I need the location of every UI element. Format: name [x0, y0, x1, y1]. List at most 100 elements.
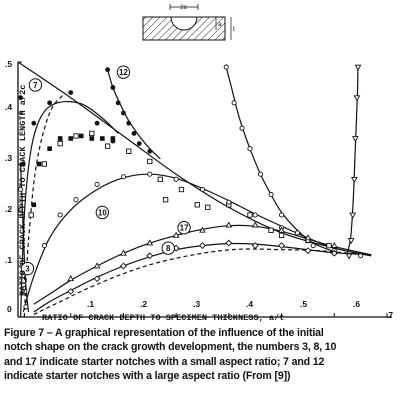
data-point [67, 288, 75, 295]
series-line [22, 173, 372, 313]
data-point [349, 212, 357, 219]
x-tick-label: .1 [87, 299, 94, 309]
data-point [257, 171, 264, 177]
x-tick-label: .7 [386, 310, 393, 320]
caption-line: and 17 indicate starter notches with a s… [4, 355, 325, 368]
inset-label-a: a [218, 21, 222, 28]
data-point [105, 67, 111, 73]
data-point [350, 176, 358, 184]
data-point [104, 143, 111, 149]
data-point [73, 133, 79, 139]
x-tick-label: 0 [7, 304, 12, 314]
data-point [278, 242, 286, 250]
specimen-inset: 2c a t [142, 4, 235, 41]
data-point [94, 181, 100, 187]
curve-label: 12 [119, 68, 128, 77]
curve-label-circle [116, 65, 131, 79]
data-point [251, 242, 259, 250]
series-line [346, 64, 359, 254]
data-point [326, 242, 332, 249]
axes [17, 62, 392, 318]
data-point [225, 221, 233, 228]
curve-labels: 3 7 12 10 17 8 [20, 65, 191, 276]
curve-label-circle [20, 261, 35, 276]
data-point [279, 212, 285, 218]
data-point [268, 192, 274, 198]
data-point [225, 239, 233, 247]
x-axis-title-visible: RATIO OF CRACK DEPTH TO SPECIMEN THICKNE… [42, 313, 284, 323]
data-point [36, 161, 42, 167]
data-point [23, 304, 29, 310]
data-point [28, 212, 34, 218]
data-point [347, 238, 355, 245]
data-point [89, 136, 95, 141]
caption-line: notch shape on the crack growth developm… [4, 341, 337, 354]
data-point [231, 100, 237, 106]
data-point [278, 232, 285, 239]
curve-label-circle [95, 205, 110, 220]
curve-label: 8 [166, 244, 171, 253]
x-tick-label: .4 [246, 299, 253, 309]
data-point [120, 249, 127, 256]
data-point [68, 90, 74, 95]
curve-label: 17 [180, 224, 189, 233]
data-point [131, 131, 137, 136]
data-point [73, 197, 79, 203]
data-point [110, 85, 116, 90]
data-point [31, 120, 37, 126]
data-point [93, 275, 101, 283]
chart: 2c a t 3 7 12 10 17 8 .1 .2 .3 .4 .5 0 .1 .2 … [5, 4, 393, 323]
data-point [67, 275, 75, 282]
data-point [41, 243, 47, 249]
data-point [239, 125, 245, 131]
data-point [57, 212, 63, 218]
data-point [199, 242, 206, 250]
x-tick-label: .5 [300, 299, 307, 309]
x-tick-labels: 0 .1 .2 .3 .4 .5 .6 .7 [7, 299, 393, 320]
data-point [294, 230, 300, 236]
data-point [304, 247, 312, 255]
data-point [94, 120, 100, 126]
y-axis-title: RATIO OF CRACK DEPTH TO CRACK LENGTH a/2… [18, 85, 28, 296]
data-point [93, 262, 101, 269]
caption-line: indicate starter notches with a large as… [4, 370, 291, 383]
data-point [41, 161, 48, 167]
data-point [22, 288, 28, 295]
data-point [120, 174, 126, 180]
data-point [194, 202, 200, 208]
data-point [226, 199, 232, 205]
data-point [47, 146, 52, 151]
series-line [33, 224, 372, 305]
data-point [147, 148, 153, 154]
y-tick-label: .5 [5, 59, 12, 69]
data-point [89, 130, 95, 137]
y-tick-labels: .1 .2 .3 .4 .5 [5, 59, 12, 265]
data-point [147, 171, 153, 177]
data-point [78, 133, 84, 139]
data-point [353, 95, 361, 102]
y-tick-label: .1 [5, 255, 12, 265]
curve-label-circle [177, 221, 191, 235]
data-point [57, 140, 63, 147]
data-point [126, 148, 132, 154]
curve-label: 10 [98, 208, 107, 217]
data-point [20, 161, 26, 167]
data-point [173, 176, 179, 182]
data-point [278, 226, 285, 233]
data-point [18, 207, 24, 213]
inset-label-t: t [233, 26, 235, 33]
data-point [354, 64, 362, 71]
curve-label-circle [161, 241, 175, 255]
data-point [100, 136, 105, 141]
x-tick-label: .6 [353, 299, 360, 309]
data-point [119, 262, 127, 270]
data-point [223, 64, 229, 70]
data-point [247, 212, 253, 218]
curve-label: 7 [33, 81, 38, 90]
data-point [31, 202, 37, 208]
data-point [146, 252, 154, 260]
data-point [136, 141, 142, 147]
data-point [47, 100, 53, 106]
y-tick-label: .4 [5, 102, 12, 112]
data-point [330, 241, 338, 248]
